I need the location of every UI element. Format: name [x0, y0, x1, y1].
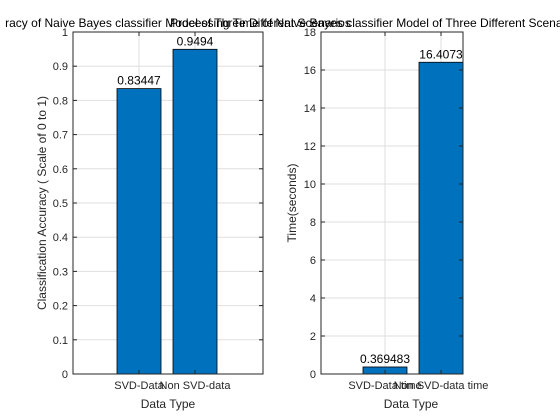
- x-tick-label-1: SVD-Data time: [348, 380, 421, 392]
- data-label-2: 16.4073: [419, 47, 463, 61]
- y-tick-label: 0: [62, 369, 68, 381]
- bar-2: [418, 61, 464, 375]
- y-tick-label: 0.3: [53, 266, 68, 278]
- y-tick-label: 0.5: [53, 198, 68, 210]
- y-tick-label: 8: [310, 217, 316, 229]
- y-tick-label: 14: [304, 103, 316, 115]
- data-label-2: 0.9494: [177, 34, 214, 48]
- data-label-1: 0.369483: [360, 352, 410, 366]
- y-tick-label: 16: [304, 65, 316, 77]
- processing-time-chart: 0.369483 16.4073 0 2 4 6 8 10 12 14 16 18 SVD-Data t…: [170, 16, 560, 411]
- x-axis-label: Data Type: [384, 397, 439, 411]
- x-tick-label-2: Non SVD-data: [160, 380, 232, 392]
- bar-2: [172, 48, 218, 375]
- y-tick-label: 6: [310, 255, 316, 267]
- y-tick-label: 0.8: [53, 95, 68, 107]
- plot-area-border: [320, 31, 464, 375]
- chart-title: racy of Naive Bayes classifier Model of …: [5, 16, 351, 30]
- y-tick-label: 10: [304, 179, 316, 191]
- accuracy-chart: 0.83447 0.9494 0 0.1 0.2 0.3 0.4 0.5 0.6 0.7 0.8 0.…: [5, 16, 351, 411]
- bar-1: [116, 88, 162, 375]
- chart-title: Processing Time of Naive Bayes classifie…: [170, 16, 560, 30]
- y-tick-label: 0.7: [53, 130, 68, 142]
- y-tick-label: 2: [310, 331, 316, 343]
- y-tick-label: 0.6: [53, 164, 68, 176]
- y-tick-label: 12: [304, 141, 316, 153]
- y-tick-label: 0.2: [53, 301, 68, 313]
- x-tick-label-2: Non SVD-data time: [394, 380, 489, 392]
- y-tick-label: 4: [310, 293, 316, 305]
- y-tick-label: 18: [304, 27, 316, 39]
- y-tick-label: 1: [62, 27, 68, 39]
- y-tick-label: 0.1: [53, 335, 68, 347]
- y-tick-label: 0: [310, 369, 316, 381]
- y-tick-label: 0.9: [53, 61, 68, 73]
- x-tick-label-1: SVD-Data: [114, 380, 164, 392]
- y-axis-label: Time(seconds): [285, 164, 299, 243]
- x-axis-label: Data Type: [141, 397, 196, 411]
- y-axis-label: Classification Accuracy ( Scale of 0 to …: [35, 96, 49, 310]
- data-label-1: 0.83447: [117, 74, 161, 88]
- y-tick-label: 0.4: [53, 232, 68, 244]
